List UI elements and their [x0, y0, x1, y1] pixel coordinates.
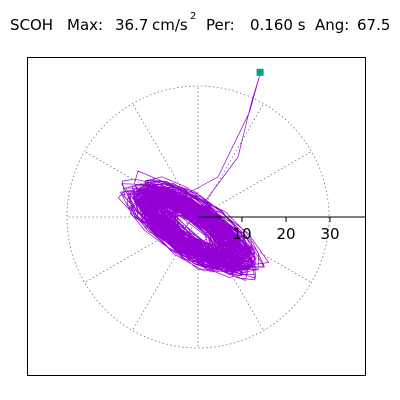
peak-marker-group	[256, 68, 264, 76]
peak-marker	[256, 68, 264, 76]
grid-spoke	[132, 216, 199, 331]
angle-label: Ang:	[315, 16, 350, 34]
period-label: Per:	[206, 16, 235, 34]
grid-spoke	[197, 216, 312, 283]
grid-spoke	[197, 151, 312, 218]
polar-plot: 10 20 30	[66, 68, 365, 349]
radial-tick-label: 10	[232, 225, 251, 243]
radial-axis: 10 20 30	[198, 216, 365, 243]
period-value: 0.160 s	[250, 16, 306, 34]
max-unit-exponent: 2	[190, 11, 197, 22]
radial-tick-label: 30	[320, 225, 339, 243]
station-code: SCOH	[10, 16, 54, 34]
polar-plot-frame: 10 20 30	[27, 57, 366, 376]
radial-tick-label: 20	[276, 225, 295, 243]
motion-trace-path	[117, 75, 270, 281]
angle-value: 67.5	[357, 16, 391, 34]
max-value: 36.7	[115, 16, 149, 34]
motion-trace	[117, 75, 270, 281]
max-label: Max:	[67, 16, 104, 34]
grid-spoke	[197, 103, 264, 218]
plot-header: SCOH Max: 36.7 cm/s 2 Per: 0.160 s Ang: …	[10, 11, 395, 38]
max-unit: cm/s	[152, 16, 188, 34]
